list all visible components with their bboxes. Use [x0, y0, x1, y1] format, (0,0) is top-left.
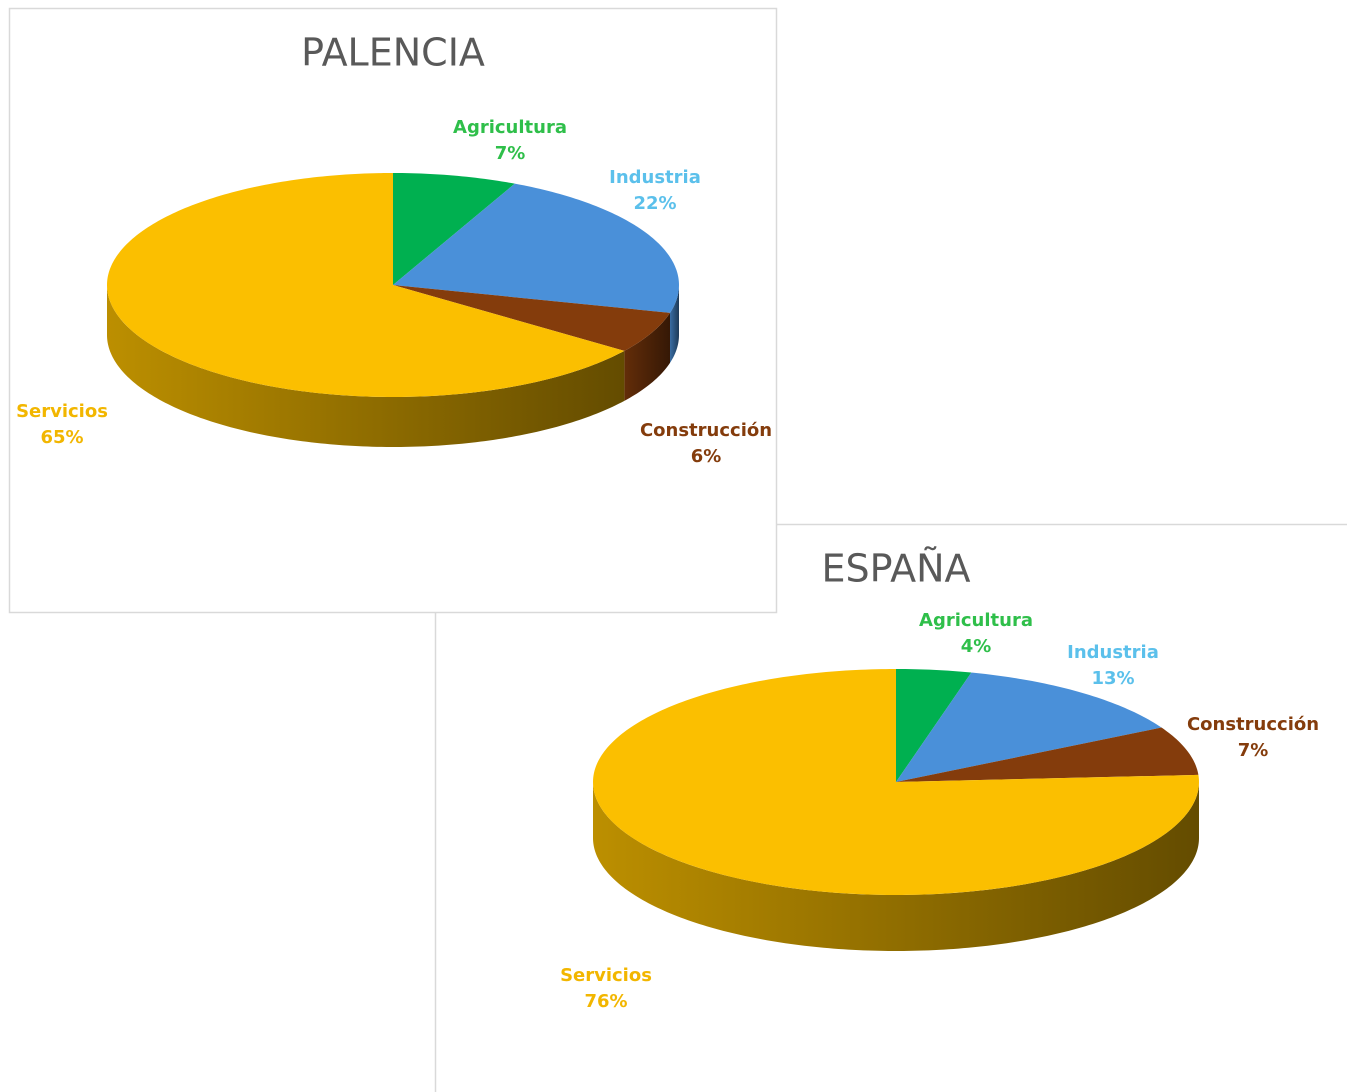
- chart-palencia: PALENCIA Agricultura 7% Industria 22% Constru…: [16, 31, 772, 468]
- slice: [896, 672, 1162, 782]
- slice-side: [624, 312, 671, 401]
- value-label: 13%: [1091, 668, 1134, 689]
- value-label: 7%: [1238, 740, 1269, 761]
- chart-espana: ESPAÑA Agricultura 4% Industria 13% Construcc…: [560, 547, 1319, 1013]
- slice-side: [107, 285, 625, 447]
- category-label: Industria: [1067, 642, 1159, 663]
- slice: [393, 183, 679, 313]
- slice: [896, 669, 972, 782]
- value-label: 7%: [495, 143, 526, 164]
- category-label: Agricultura: [919, 610, 1033, 631]
- value-label: 6%: [691, 446, 722, 467]
- slice: [593, 669, 1199, 895]
- category-label: Servicios: [16, 401, 108, 422]
- slice: [107, 173, 625, 397]
- value-label: 65%: [40, 427, 83, 448]
- slice: [393, 173, 515, 285]
- value-label: 76%: [584, 991, 627, 1012]
- category-label: Servicios: [560, 965, 652, 986]
- category-label: Agricultura: [453, 117, 567, 138]
- slice: [896, 727, 1199, 782]
- slice-side: [593, 782, 1199, 951]
- category-label: Industria: [609, 167, 701, 188]
- value-label: 4%: [961, 636, 992, 657]
- chart-title: PALENCIA: [301, 31, 485, 75]
- chart-title: ESPAÑA: [821, 547, 970, 591]
- value-label: 22%: [633, 193, 676, 214]
- category-label: Construcción: [1187, 714, 1319, 735]
- category-label: Construcción: [640, 420, 772, 441]
- slice: [393, 285, 671, 351]
- slice-side: [670, 285, 679, 363]
